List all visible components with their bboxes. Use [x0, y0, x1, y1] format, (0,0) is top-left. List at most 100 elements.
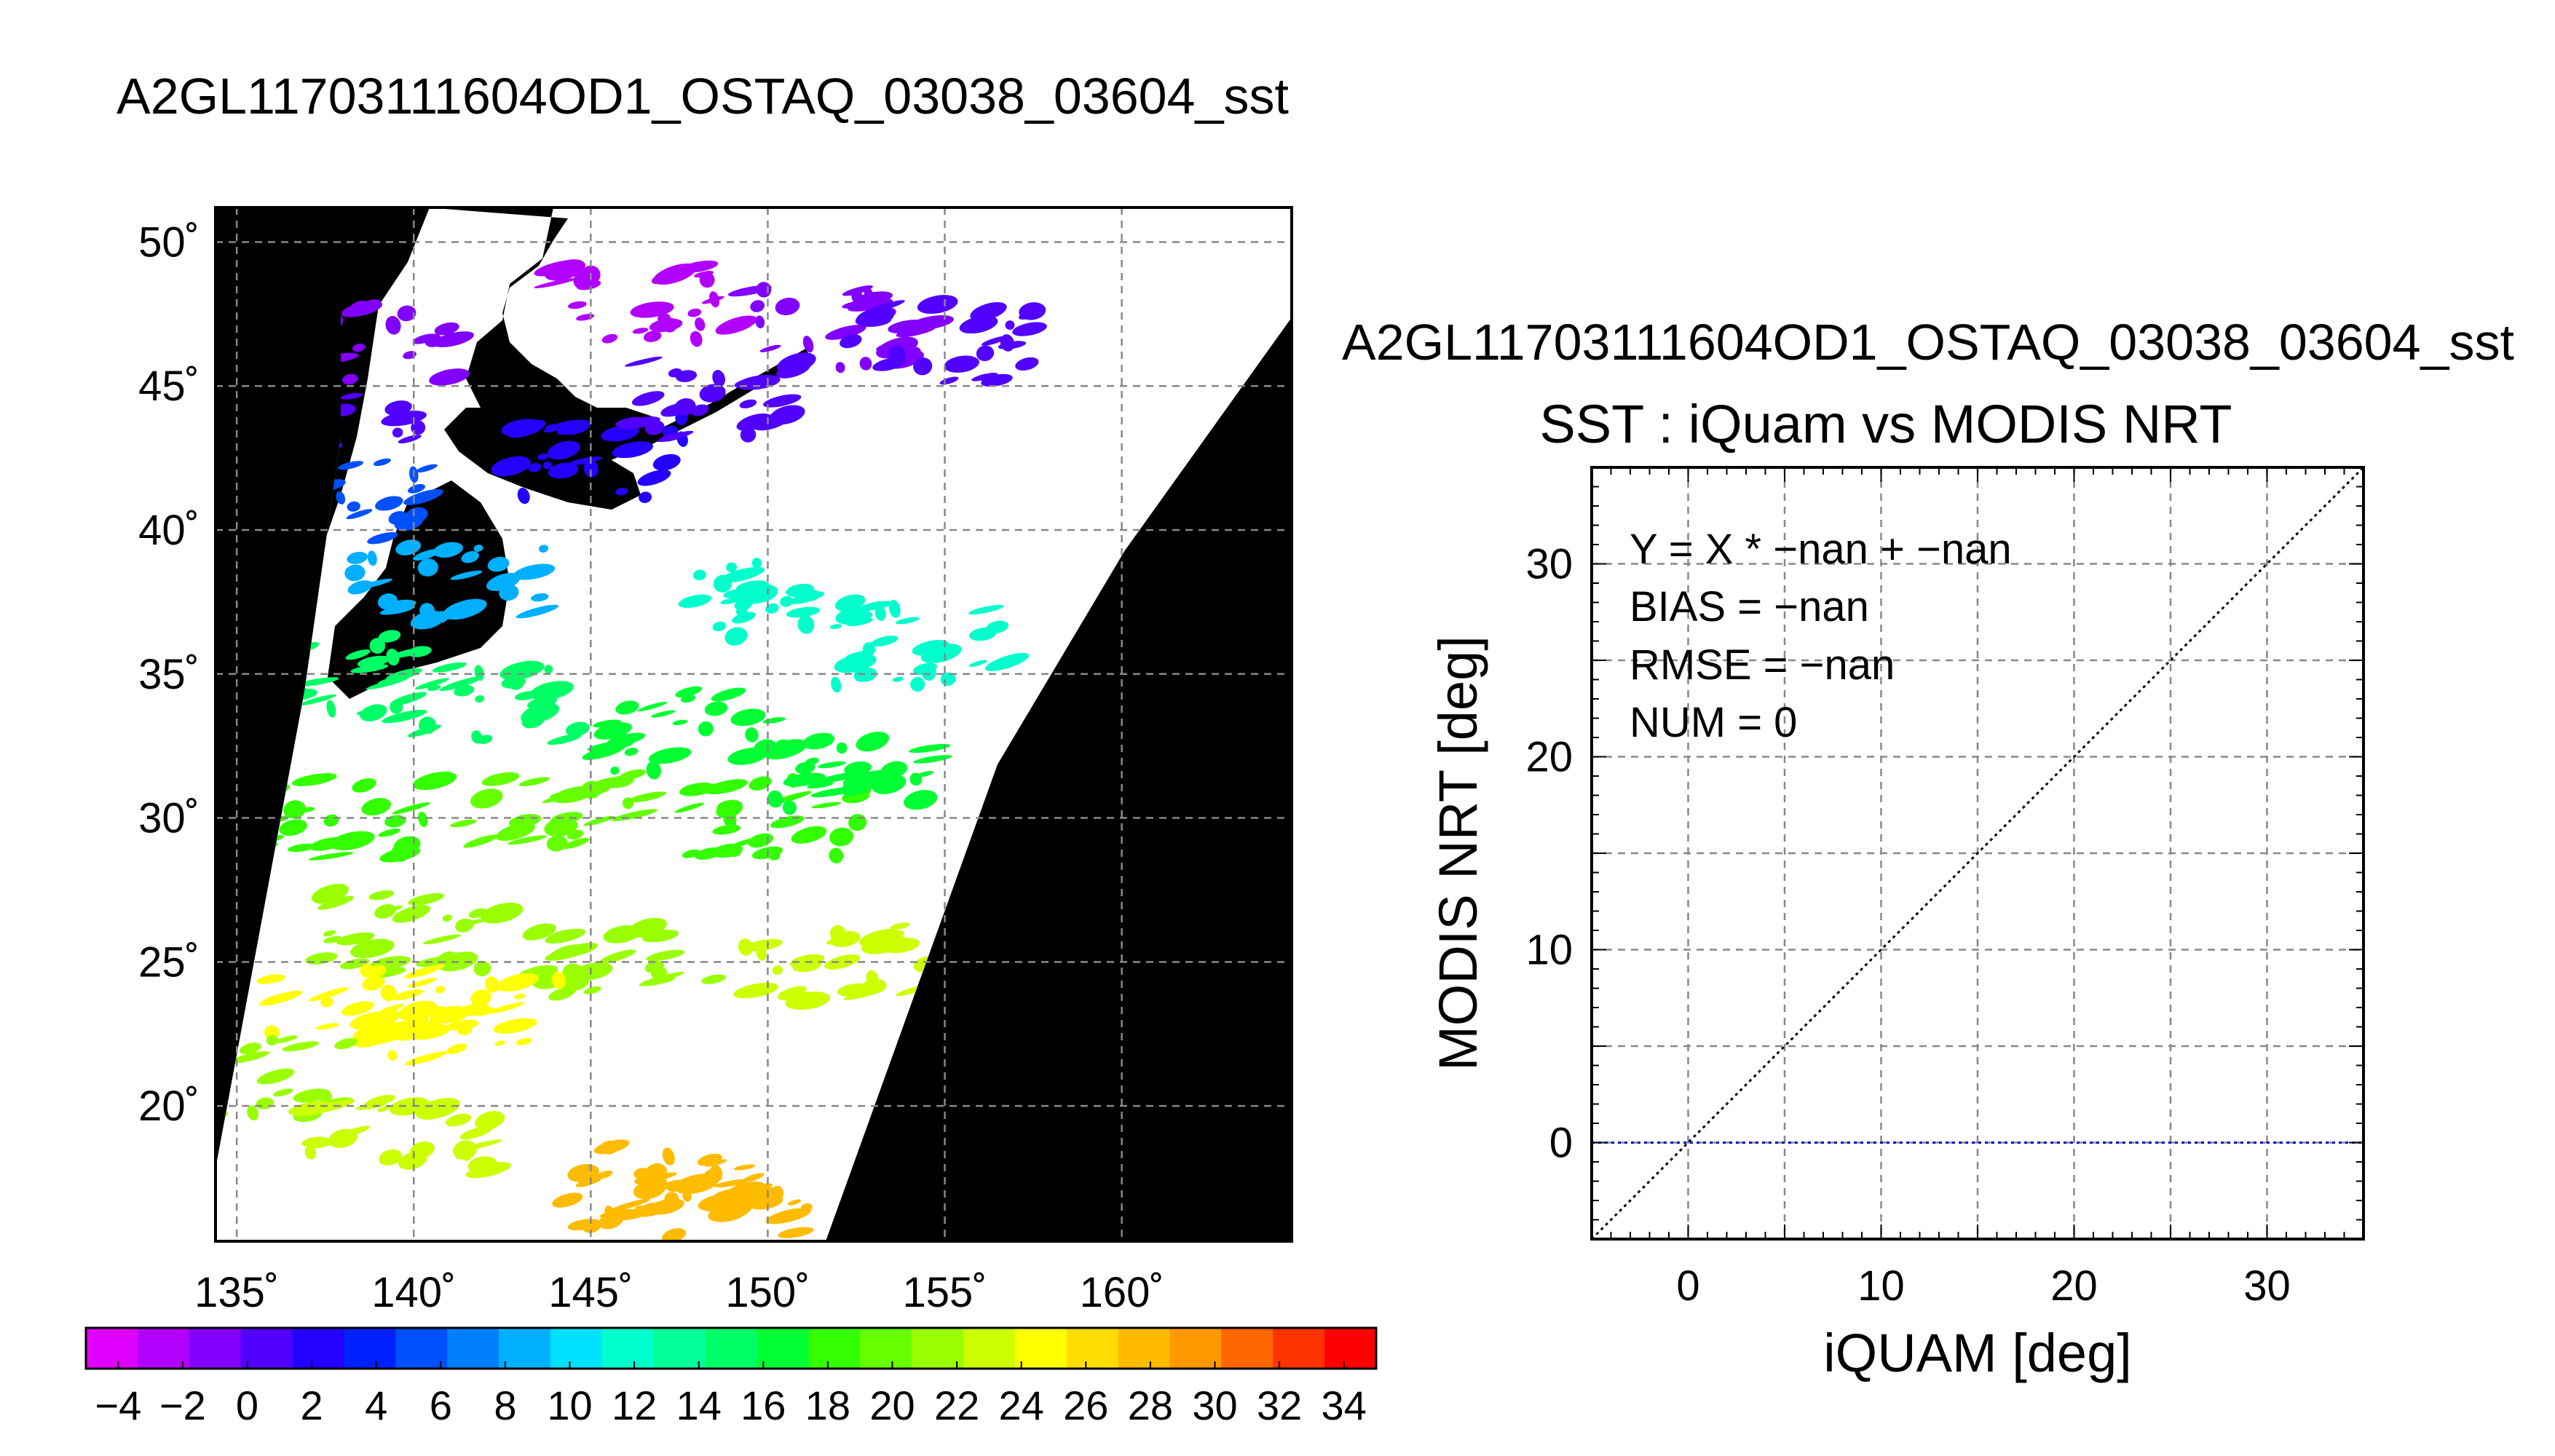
colorbar-label: 16 [741, 1382, 786, 1428]
colorbar-cell [860, 1328, 912, 1369]
colorbar-label: 18 [805, 1382, 850, 1428]
sst-patch [552, 1139, 760, 1233]
scatter-y-tick-label: 30 [1525, 541, 1573, 588]
sst-patch-layer [216, 259, 1047, 1241]
map-y-tick-labels: 50˚ 45˚ 40˚ 35˚ 30˚ 25˚ 20˚ [138, 218, 200, 1130]
map-x-tick-labels: 135˚ 140˚ 145˚ 150˚ 155˚ 160˚ [194, 1269, 1164, 1316]
sst-patch [288, 1094, 511, 1179]
colorbar-label: 34 [1322, 1382, 1367, 1428]
colorbar-cell [1066, 1328, 1119, 1369]
colorbar-cell [808, 1328, 861, 1369]
stats-equation: Y = X * −nan + −nan [1630, 526, 2012, 573]
map-x-tick-label: 155˚ [902, 1269, 987, 1316]
colorbar-cell [344, 1328, 396, 1369]
colorbar-label: 10 [547, 1382, 592, 1428]
scatter-reference-lines [1592, 467, 2364, 1239]
main-title: A2GL11703111604OD1_OSTAQ_03038_03604_sst [117, 68, 1289, 124]
map-y-tick-label: 25˚ [138, 938, 200, 986]
colorbar-cell [705, 1328, 758, 1369]
scatter-plot: 0 10 20 30 0 10 20 30 iQUAM [deg] MODIS NRT [d… [1428, 466, 2365, 1383]
stats-bias: BIAS = −nan [1630, 583, 1869, 630]
scatter-y-tick-label: 20 [1525, 734, 1573, 781]
colorbar-cell [395, 1328, 448, 1369]
colorbar: −4 −2 0 2 4 6 8 10 12 14 16 18 20 22 24 26 28 30 32 34 [84, 1326, 1378, 1428]
sst-patch [534, 259, 757, 347]
colorbar-cell [447, 1328, 499, 1369]
map-x-tick-label: 150˚ [725, 1269, 810, 1316]
colorbar-label: 24 [999, 1382, 1044, 1428]
colorbar-cell [912, 1328, 964, 1369]
colorbar-cell [1273, 1328, 1325, 1369]
colorbar-frame [84, 1326, 1378, 1370]
colorbar-cell [653, 1328, 706, 1369]
colorbar-label: 8 [494, 1382, 516, 1428]
colorbar-label: 12 [612, 1382, 657, 1428]
map-y-tick-label: 45˚ [138, 363, 200, 410]
map-y-tick-label: 30˚ [138, 795, 200, 842]
map-y-tick-label: 35˚ [138, 651, 200, 698]
colorbar-label: 20 [869, 1382, 915, 1428]
colorbar-label: 28 [1128, 1382, 1173, 1428]
colorbar-cell [1118, 1328, 1171, 1369]
colorbar-cell [1221, 1328, 1273, 1369]
identity-line [1592, 467, 2364, 1239]
sst-patch [256, 963, 450, 1048]
colorbar-label: −4 [95, 1382, 141, 1428]
colorbar-label: 30 [1192, 1382, 1237, 1428]
colorbar-cell [1169, 1328, 1222, 1369]
stats-block: Y = X * −nan + −nan BIAS = −nan RMSE = −… [1630, 526, 2012, 746]
sst-patch [491, 411, 688, 505]
colorbar-cell [499, 1328, 551, 1369]
colorbar-cell [757, 1328, 809, 1369]
sst-patch [840, 295, 1047, 387]
map-x-tick-label: 145˚ [548, 1269, 633, 1316]
sst-patch [831, 599, 1030, 693]
map-y-tick-label: 50˚ [138, 218, 200, 266]
colorbar-cell [86, 1328, 138, 1369]
colorbar-cell [601, 1328, 655, 1369]
map-y-tick-label: 40˚ [138, 507, 200, 554]
sst-patch [615, 352, 816, 443]
sst-patch [344, 539, 559, 630]
scatter-y-tick-label: 0 [1549, 1120, 1573, 1167]
scatter-frame [1590, 466, 2365, 1241]
map-x-tick-label: 135˚ [194, 1269, 279, 1316]
y-axis-label: MODIS NRT [deg] [1428, 636, 1488, 1071]
map-x-tick-label: 160˚ [1080, 1269, 1164, 1316]
scatter-x-tick-label: 0 [1676, 1262, 1699, 1310]
colorbar-cell [550, 1328, 603, 1369]
sst-patch [678, 558, 866, 646]
scatter-x-tick-label: 20 [2050, 1262, 2098, 1310]
colorbar-cell [292, 1328, 344, 1369]
colorbar-cell [240, 1328, 293, 1369]
stats-num: NUM = 0 [1630, 699, 1797, 746]
colorbar-cell [1324, 1328, 1377, 1369]
map-graticule [216, 207, 1292, 1241]
land-sakhalin [426, 207, 659, 473]
colorbar-label: 26 [1063, 1382, 1108, 1428]
scatter-title: SST : iQuam vs MODIS NRT [1539, 394, 2232, 454]
sst-map: 135˚ 140˚ 145˚ 150˚ 155˚ 160˚ 50˚ 45˚ 40˚ 35˚ 30˚… [138, 206, 1293, 1316]
scatter-x-tick-label: 30 [2243, 1262, 2291, 1310]
colorbar-label: 14 [676, 1382, 722, 1428]
scatter-y-tick-labels: 0 10 20 30 [1525, 541, 1573, 1167]
stats-rmse: RMSE = −nan [1630, 641, 1895, 689]
map-y-tick-label: 20˚ [138, 1083, 200, 1130]
scatter-subtitle: A2GL11703111604OD1_OSTAQ_03038_03604_sst [1342, 314, 2514, 371]
colorbar-label: 4 [365, 1382, 387, 1428]
colorbar-cell [963, 1328, 1016, 1369]
colorbar-label: 6 [430, 1382, 452, 1428]
colorbar-label: 22 [934, 1382, 979, 1428]
scatter-x-tick-label: 10 [1857, 1262, 1905, 1310]
sst-patch [754, 731, 952, 815]
colorbar-cell [137, 1328, 190, 1369]
map-x-tick-label: 140˚ [371, 1269, 456, 1316]
scatter-x-tick-labels: 0 10 20 30 [1676, 1262, 2290, 1310]
map-frame [214, 206, 1293, 1243]
colorbar-cell [189, 1328, 242, 1369]
colorbar-label: 32 [1257, 1382, 1302, 1428]
colorbar-cell [1014, 1328, 1067, 1369]
x-axis-label: iQUAM [deg] [1823, 1323, 2132, 1383]
colorbar-label: −2 [159, 1382, 206, 1428]
